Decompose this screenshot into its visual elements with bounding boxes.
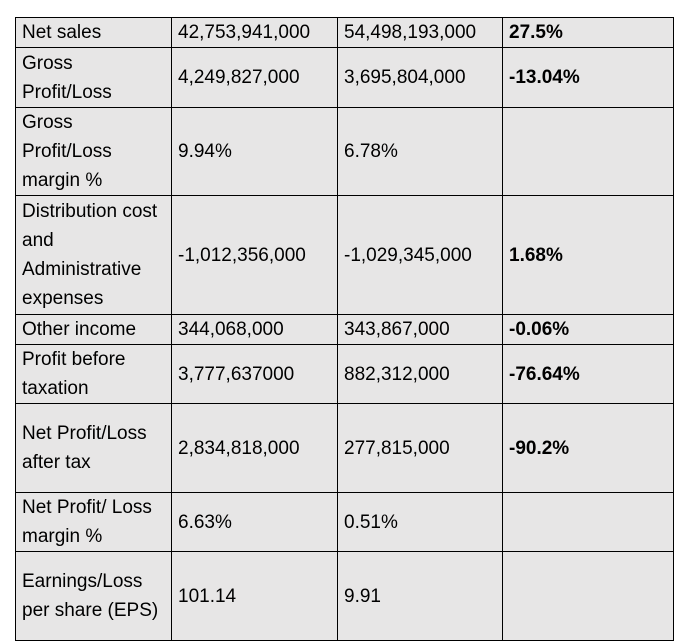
row-label: Net Profit/ Loss margin % [15,492,172,552]
table-row: Other income 344,068,000 343,867,000 -0.06% [15,314,674,345]
financial-table: Net sales 42,753,941,000 54,498,193,000 27.… [15,17,674,641]
table-row: Net Profit/Loss after tax 2,834,818,000 27… [15,403,674,493]
value-2019: 4,249,827,000 [171,47,338,108]
row-label: Profit before taxation [15,344,172,404]
value-2019: 6.63% [171,492,338,552]
change-percent: -13.04% [502,47,674,108]
value-2020: 54,498,193,000 [337,17,503,48]
value-2020: -1,029,345,000 [337,195,503,315]
table-row: Net sales 42,753,941,000 54,498,193,000 27.… [15,17,674,48]
value-2020: 3,695,804,000 [337,47,503,108]
value-2019: 101.14 [171,551,338,641]
value-2019: 3,777,637000 [171,344,338,404]
row-label: Distribution cost and Administrative exp… [15,195,172,315]
row-label: Net Profit/Loss after tax [15,403,172,493]
value-2020: 277,815,000 [337,403,503,493]
value-2020: 6.78% [337,107,503,196]
table-container: Net sales 42,753,941,000 54,498,193,000 27.… [15,17,674,641]
change-percent: 1.68% [502,195,674,315]
table-row: Earnings/Loss per share (EPS) 101.14 9.91 [15,551,674,641]
table-row: Gross Profit/Loss 4,249,827,000 3,695,804,… [15,47,674,108]
change-percent: 27.5% [502,17,674,48]
table-row: Profit before taxation 3,777,637000 882,31… [15,344,674,404]
value-2020: 9.91 [337,551,503,641]
row-label: Other income [15,314,172,345]
change-percent [502,492,674,552]
change-percent: -90.2% [502,403,674,493]
table-row: Net Profit/ Loss margin % 6.63% 0.51% [15,492,674,552]
table-row: Distribution cost and Administrative exp… [15,195,674,315]
change-percent [502,551,674,641]
table-body: Net sales 42,753,941,000 54,498,193,000 27.… [15,17,674,641]
value-2019: 2,834,818,000 [171,403,338,493]
value-2020: 0.51% [337,492,503,552]
value-2019: 344,068,000 [171,314,338,345]
row-label: Gross Profit/Loss [15,47,172,108]
value-2020: 343,867,000 [337,314,503,345]
value-2019: 42,753,941,000 [171,17,338,48]
change-percent: -76.64% [502,344,674,404]
row-label: Net sales [15,17,172,48]
change-percent [502,107,674,196]
value-2019: -1,012,356,000 [171,195,338,315]
value-2020: 882,312,000 [337,344,503,404]
table-row: Gross Profit/Loss margin % 9.94% 6.78% [15,107,674,196]
row-label: Earnings/Loss per share (EPS) [15,551,172,641]
value-2019: 9.94% [171,107,338,196]
row-label: Gross Profit/Loss margin % [15,107,172,196]
change-percent: -0.06% [502,314,674,345]
